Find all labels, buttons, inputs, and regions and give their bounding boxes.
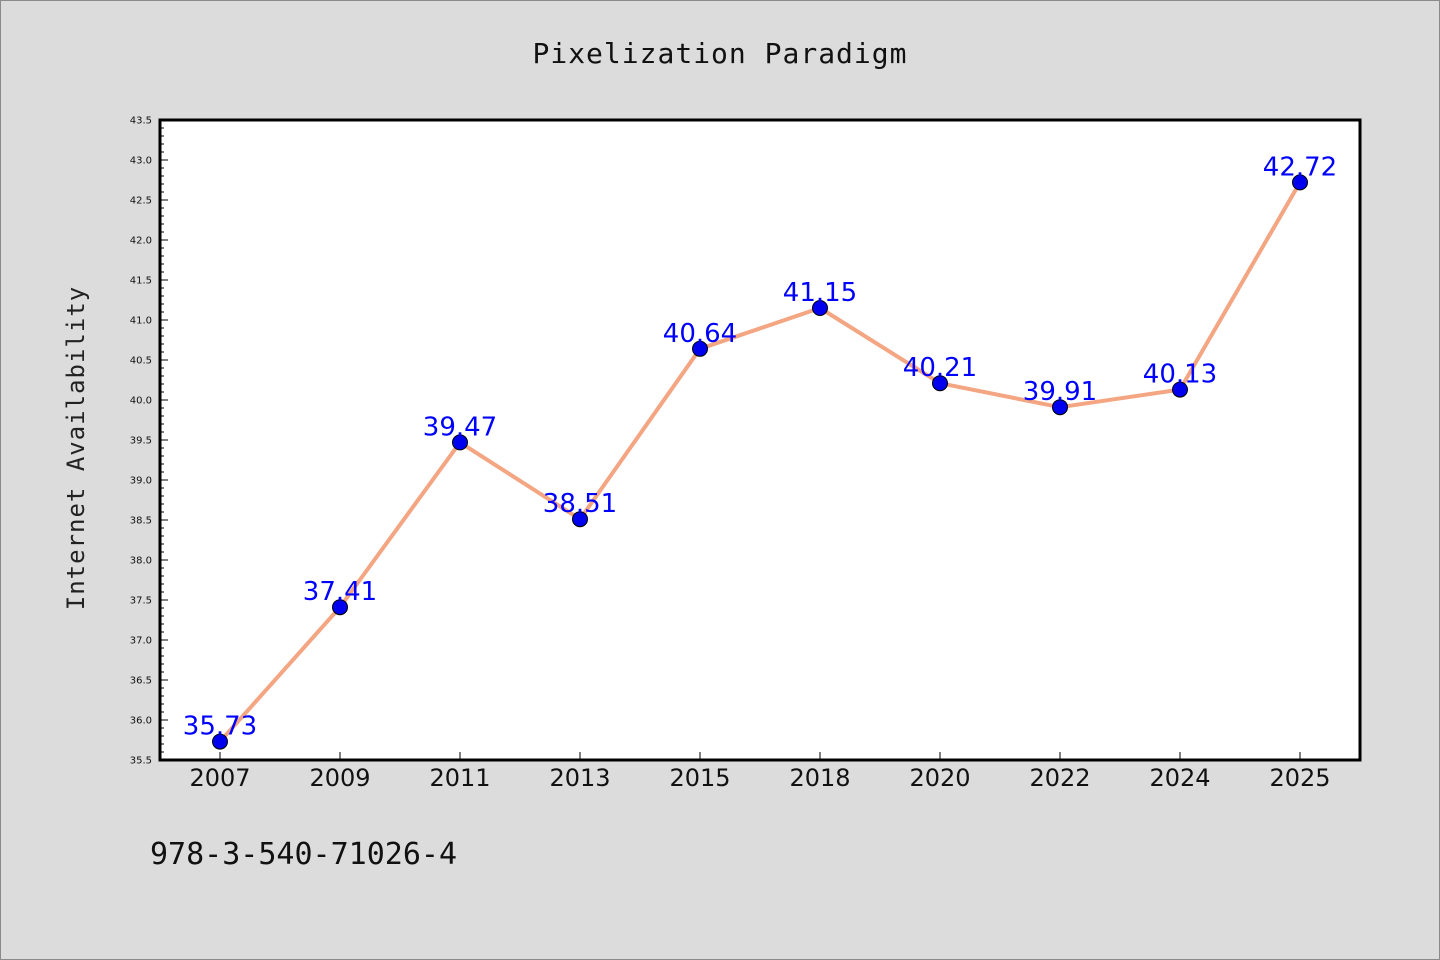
y-tick-label: 42.0 [130, 236, 152, 247]
y-tick-label: 36.5 [130, 676, 152, 687]
data-label: 40.21 [903, 353, 977, 383]
y-tick-label: 41.5 [130, 276, 152, 287]
data-point [1052, 399, 1068, 416]
x-tick-label: 2018 [789, 764, 850, 792]
x-tick-label: 2025 [1269, 764, 1330, 792]
data-label: 39.91 [1023, 377, 1097, 407]
y-tick-label: 43.5 [130, 116, 152, 127]
data-label: 40.64 [663, 319, 737, 349]
data-point [332, 599, 348, 616]
x-tick-label: 2024 [1149, 764, 1210, 792]
data-label: 39.47 [423, 412, 497, 442]
data-point [1292, 174, 1308, 191]
y-tick-label: 43.0 [130, 156, 152, 167]
y-tick-label: 41.0 [130, 316, 152, 327]
footer-id-text: 978-3-540-71026-4 [150, 837, 457, 872]
x-axis: 2007 2009 2011 2013 2015 2018 2020 2022 2024 2025 [189, 752, 1331, 792]
y-tick-label: 37.5 [130, 596, 152, 607]
y-tick-label: 40.0 [130, 396, 152, 407]
y-tick-label: 35.5 [130, 756, 152, 767]
plot-area [158, 118, 1362, 762]
y-tick-label: 39.0 [130, 476, 152, 487]
series-line [218, 180, 1302, 744]
data-label: 35.73 [183, 712, 257, 742]
series-group: 35.73 37.41 39.47 38.51 40.64 41.15 40.21 39.91… [183, 152, 1337, 750]
x-tick-label: 2015 [669, 764, 730, 792]
x-tick-label: 2007 [189, 764, 250, 792]
data-label: 38.51 [543, 489, 617, 519]
data-point [932, 375, 948, 392]
data-point [452, 434, 468, 451]
data-point [692, 340, 708, 357]
y-tick-label: 37.0 [130, 636, 152, 647]
data-point [1172, 381, 1188, 398]
y-tick-label: 40.5 [130, 356, 152, 367]
y-tick-label: 36.0 [130, 716, 152, 727]
y-axis: 35.5 36.0 36.5 37.0 37.5 38.0 38.5 39.0 39.5 40.0… [130, 116, 168, 767]
y-tick-label: 38.5 [130, 516, 152, 527]
x-tick-label: 2020 [909, 764, 970, 792]
data-point [812, 300, 828, 316]
data-label: 42.72 [1263, 152, 1337, 182]
x-tick-label: 2022 [1029, 764, 1090, 792]
x-tick-label: 2013 [549, 764, 610, 792]
data-label: 41.15 [783, 278, 857, 308]
data-label: 40.13 [1143, 360, 1217, 390]
x-tick-label: 2011 [429, 764, 490, 792]
y-axis-label: Internet Availability [62, 286, 90, 610]
y-tick-label: 42.5 [130, 196, 152, 207]
y-tick-label: 39.5 [130, 436, 152, 447]
data-point [572, 511, 588, 528]
y-tick-label: 38.0 [130, 556, 152, 567]
x-tick-label: 2009 [309, 764, 370, 792]
data-label: 37.41 [303, 577, 377, 607]
chart-title: Pixelization Paradigm [532, 37, 907, 70]
data-point [212, 733, 228, 750]
